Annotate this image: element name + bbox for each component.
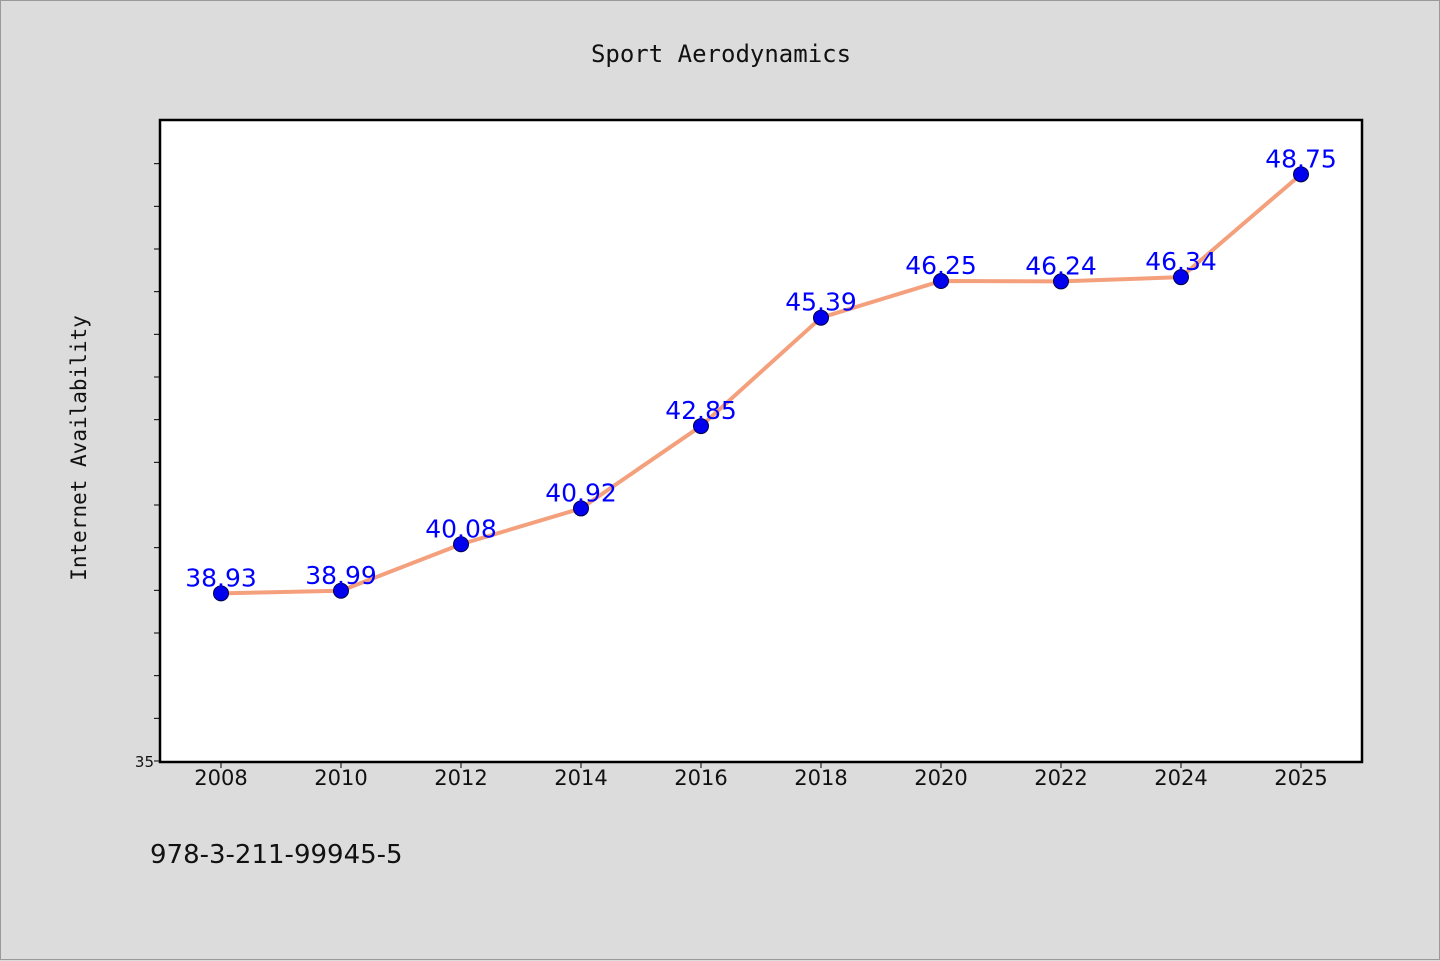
- y-axis: 35: [135, 163, 161, 771]
- data-point: [933, 273, 949, 289]
- x-tick-label: 2014: [554, 766, 607, 790]
- series-group: 38.93 38.99 40.08 40.92 42.85 45.39 46.25 46.24…: [185, 144, 1337, 602]
- data-label: 42.85: [665, 396, 737, 425]
- data-point: [573, 500, 589, 517]
- x-tick-label: 2022: [1034, 766, 1087, 790]
- x-tick-label: 2020: [914, 766, 967, 790]
- data-label: 46.34: [1145, 247, 1217, 276]
- x-axis: 2008 2010 2012 2014 2016 2018 2020 2022 2024 2025: [194, 761, 1328, 790]
- data-point: [813, 309, 829, 326]
- data-point: [453, 536, 469, 553]
- data-label: 40.92: [545, 478, 617, 507]
- data-label: 40.08: [425, 514, 497, 543]
- x-tick-label: 2025: [1274, 766, 1327, 790]
- data-point: [1053, 273, 1069, 290]
- data-label: 38.93: [185, 563, 257, 592]
- x-tick-label: 2018: [794, 766, 847, 790]
- data-point: [693, 418, 709, 435]
- data-point: [213, 585, 229, 602]
- isbn-footer: 978-3-211-99945-5: [150, 840, 403, 870]
- data-point: [1173, 269, 1189, 286]
- y-axis-label: Internet Availability: [67, 315, 91, 581]
- chart-title: Sport Aerodynamics: [591, 40, 851, 68]
- data-label: 48.75: [1265, 144, 1337, 173]
- x-tick-label: 2024: [1154, 766, 1207, 790]
- x-tick-label: 2012: [434, 766, 487, 790]
- data-point: [333, 582, 349, 599]
- series-line: [219, 172, 1303, 596]
- x-tick-label: 2016: [674, 766, 727, 790]
- data-label: 45.39: [785, 288, 857, 317]
- data-label: 46.24: [1025, 251, 1097, 280]
- y-tick-label: 35: [135, 753, 154, 771]
- data-label: 46.25: [905, 251, 977, 280]
- x-tick-label: 2008: [194, 766, 247, 790]
- plot-area: [158, 118, 1364, 764]
- x-tick-label: 2010: [314, 766, 367, 790]
- data-label: 38.99: [305, 561, 377, 590]
- data-point: [1293, 166, 1309, 183]
